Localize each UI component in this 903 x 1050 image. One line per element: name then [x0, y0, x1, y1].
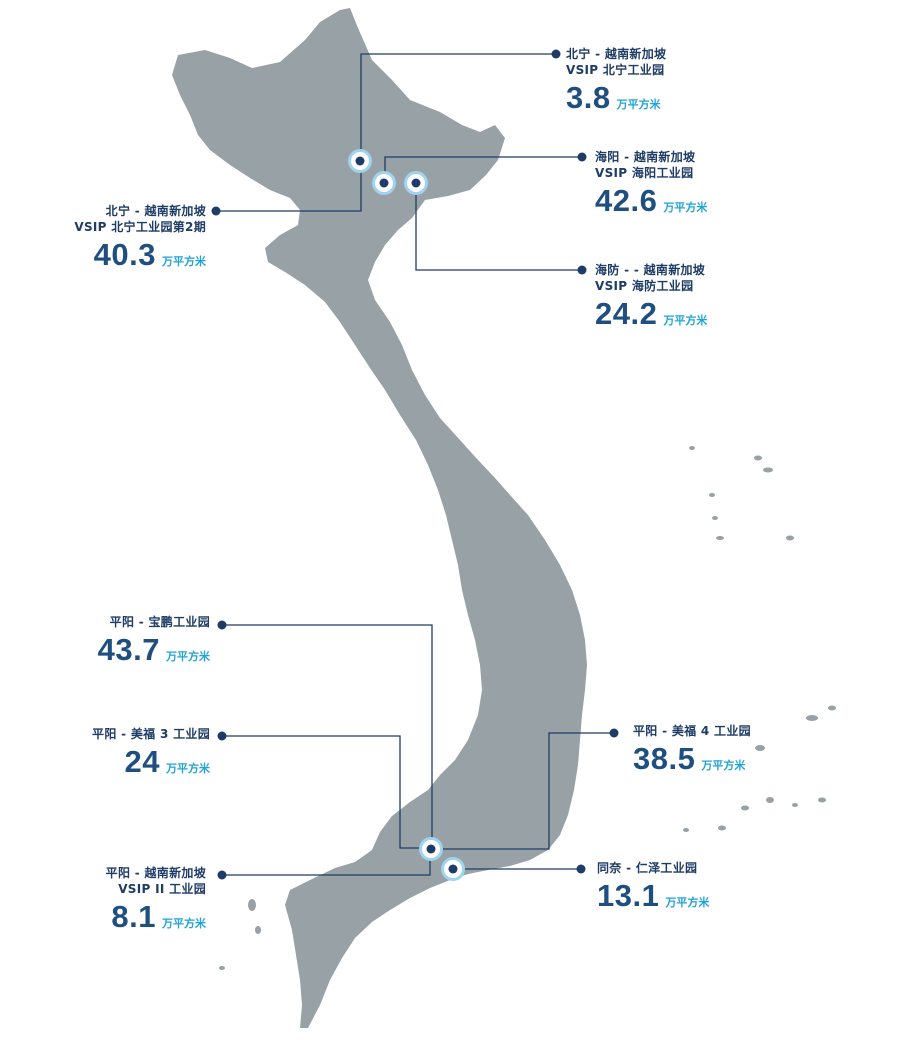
park-label-meifu-4: 平阳 - 美福 4 工业园 38.5 万平方米: [633, 723, 751, 777]
park-label-haiduong: 海阳 - 越南新加坡 VSIP 海阳工业园 42.6 万平方米: [595, 149, 707, 219]
area-unit: 万平方米: [162, 255, 206, 268]
park-name-line: VSIP 海阳工业园: [595, 166, 694, 180]
park-label-bacninh: 北宁 - 越南新加坡 VSIP 北宁工业园 3.8 万平方米: [566, 46, 666, 116]
marker-haiphong[interactable]: [404, 171, 428, 195]
park-area-value: 40.3: [93, 237, 156, 272]
park-name-line: 同奈 - 仁泽工业园: [597, 861, 698, 875]
park-name-line: VSIP II 工业园: [118, 882, 206, 896]
park-name-line: VSIP 北宁工业园: [566, 63, 665, 77]
park-area-value: 24.2: [595, 296, 658, 331]
map-markers: [348, 149, 465, 881]
area-unit: 万平方米: [701, 759, 746, 772]
park-name-line: 北宁 - 越南新加坡: [566, 47, 667, 61]
park-name-line: 平阳 - 越南新加坡: [105, 866, 206, 880]
vietnam-landmass: [172, 8, 587, 1028]
marker-dongnai[interactable]: [441, 857, 465, 881]
area-unit: 万平方米: [616, 98, 661, 111]
area-unit: 万平方米: [166, 762, 210, 775]
label-dots: [211, 49, 619, 880]
park-name-line: 平阳 - 美福 4 工业园: [633, 724, 751, 738]
park-area-value: 13.1: [597, 878, 660, 913]
park-label-vsip-2: 平阳 - 越南新加坡 VSIP II 工业园 8.1 万平方米: [106, 865, 206, 935]
park-name-line: 平阳 - 美福 3 工业园: [92, 727, 210, 741]
area-unit: 万平方米: [663, 314, 708, 327]
park-label-bacninh-2: 北宁 - 越南新加坡 VSIP 北宁工业园第2期 40.3 万平方米: [74, 203, 206, 273]
area-unit: 万平方米: [665, 896, 710, 909]
connector-lines: [216, 53, 614, 876]
park-area-value: 38.5: [633, 741, 696, 776]
park-name-line: VSIP 海防工业园: [595, 279, 694, 293]
area-unit: 万平方米: [162, 917, 206, 930]
area-unit: 万平方米: [166, 650, 210, 663]
park-name-line: 海阳 - 越南新加坡: [595, 150, 696, 164]
park-label-haiphong: 海防 - - 越南新加坡 VSIP 海防工业园 24.2 万平方米: [595, 262, 707, 332]
park-area-value: 24: [124, 744, 160, 779]
park-area-value: 42.6: [595, 183, 658, 218]
park-label-meifu-3: 平阳 - 美福 3 工业园 24 万平方米: [92, 726, 210, 780]
park-area-value: 43.7: [97, 632, 160, 667]
park-label-baopeng: 平阳 - 宝鹏工业园 43.7 万平方米: [98, 614, 210, 668]
park-name-line: 海防 - - 越南新加坡: [595, 263, 706, 277]
park-label-renze: 同奈 - 仁泽工业园 13.1 万平方米: [597, 860, 709, 914]
marker-binhduong[interactable]: [419, 837, 443, 861]
area-unit: 万平方米: [663, 201, 708, 214]
park-area-value: 8.1: [111, 899, 156, 934]
park-name-line: VSIP 北宁工业园第2期: [74, 220, 206, 234]
park-area-value: 3.8: [566, 80, 611, 115]
islands: [219, 446, 836, 970]
marker-bacninh[interactable]: [348, 149, 372, 173]
marker-bacninh-2[interactable]: [372, 171, 396, 195]
park-name-line: 平阳 - 宝鹏工业园: [109, 615, 210, 629]
park-name-line: 北宁 - 越南新加坡: [105, 204, 206, 218]
